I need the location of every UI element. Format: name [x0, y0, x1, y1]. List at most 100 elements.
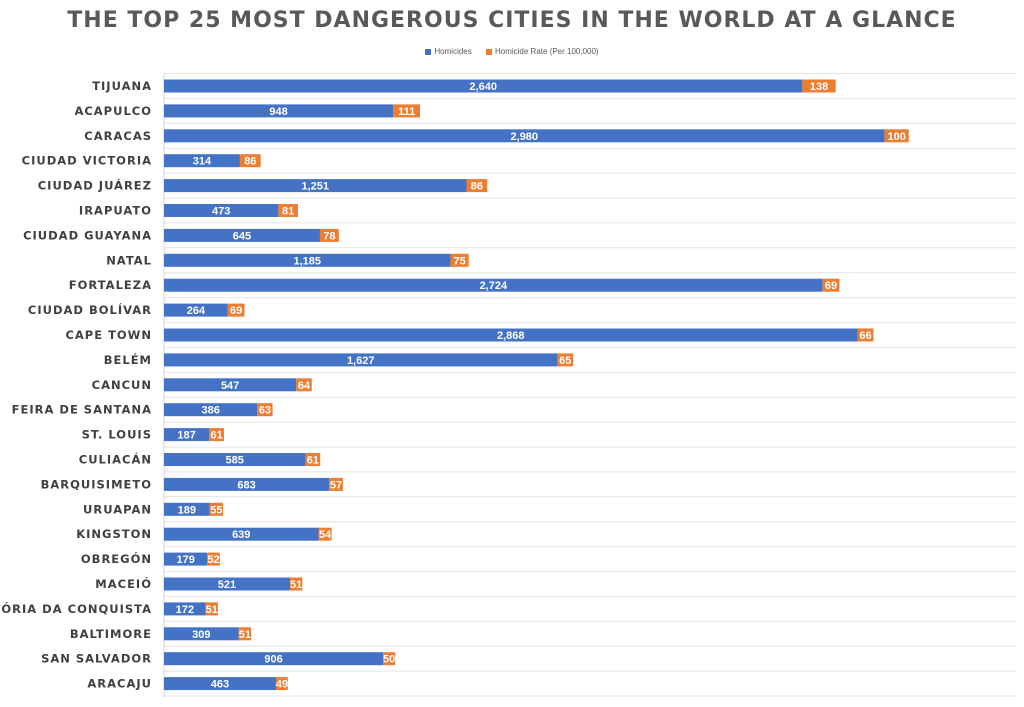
- legend-item-homicides: Homicides: [425, 47, 472, 56]
- data-label-homicide-rate: 69: [230, 305, 242, 317]
- bar-homicides: [164, 104, 394, 118]
- bar-homicide-rate: [209, 502, 223, 516]
- bar-homicides: [164, 179, 467, 193]
- data-label-homicides: 906: [264, 654, 282, 666]
- data-label-homicide-rate: 54: [319, 529, 332, 541]
- data-label-homicide-rate: 78: [323, 230, 335, 242]
- bar-homicides: [164, 577, 290, 591]
- category-label: SAN SALVADOR: [41, 652, 152, 666]
- category-label: BALTIMORE: [70, 627, 152, 641]
- bar-homicides: [164, 502, 210, 516]
- bar-homicides: [164, 228, 320, 242]
- bar-homicides: [164, 453, 306, 466]
- category-label: ACAPULCO: [74, 104, 152, 118]
- bar-homicides: [164, 328, 858, 342]
- data-label-homicides: 639: [232, 529, 250, 541]
- bar-homicide-rate: [466, 179, 488, 193]
- bar-homicides: [164, 652, 384, 666]
- data-label-homicides: 473: [212, 206, 230, 218]
- data-label-homicides: 189: [178, 504, 196, 516]
- category-label: ST. LOUIS: [82, 428, 152, 442]
- bar-homicide-rate: [257, 403, 273, 417]
- bar-homicide-rate: [296, 378, 312, 392]
- bar-homicides: [164, 428, 210, 442]
- bar-homicide-rate: [207, 552, 220, 566]
- bar-homicides: [164, 253, 451, 267]
- bar-homicides: [164, 353, 558, 367]
- category-label: IRAPUATO: [79, 204, 152, 218]
- bar-homicides: [164, 129, 885, 143]
- data-label-homicides: 1,185: [294, 255, 322, 267]
- data-label-homicide-rate: 81: [282, 206, 294, 218]
- category-label: URUAPAN: [83, 502, 152, 516]
- data-label-homicides: 683: [237, 479, 255, 491]
- category-label: CARACAS: [84, 129, 152, 143]
- data-label-homicides: 2,640: [469, 81, 497, 93]
- bar-homicide-rate: [238, 627, 252, 641]
- legend: Homicides Homicide Rate (Per 100,000): [0, 47, 1024, 57]
- data-label-homicide-rate: 52: [207, 554, 219, 566]
- data-label-homicide-rate: 61: [307, 455, 319, 467]
- bar-homicide-rate: [557, 353, 574, 367]
- data-label-homicide-rate: 51: [206, 604, 218, 616]
- bar-homicides: [164, 79, 803, 93]
- data-label-homicides: 1,627: [347, 355, 375, 367]
- data-label-homicide-rate: 57: [330, 479, 342, 491]
- data-label-homicide-rate: 66: [859, 330, 871, 342]
- legend-label-homicide-rate: Homicide Rate (Per 100,000): [494, 47, 599, 56]
- legend-swatch-homicide-rate: [485, 48, 492, 55]
- data-label-homicide-rate: 86: [471, 181, 483, 193]
- legend-item-homicide-rate: Homicide Rate (Per 100,000): [485, 47, 599, 56]
- bar-homicide-rate: [209, 428, 224, 442]
- bar-homicide-rate: [450, 253, 469, 267]
- legend-label-homicides: Homicides: [434, 47, 472, 56]
- bar-homicides: [164, 677, 276, 691]
- data-label-homicide-rate: 138: [810, 81, 828, 93]
- bar-homicide-rate: [884, 129, 909, 143]
- data-label-homicides: 172: [176, 604, 194, 616]
- bar-homicides: [164, 204, 279, 217]
- data-label-homicides: 645: [233, 230, 251, 242]
- category-label: CANCUN: [92, 378, 152, 392]
- bar-homicides: [164, 527, 319, 541]
- data-label-homicides: 2,724: [480, 280, 508, 292]
- data-label-homicide-rate: 75: [453, 255, 465, 267]
- data-label-homicides: 309: [192, 629, 210, 641]
- category-label: OBREGÓN: [81, 551, 152, 566]
- bar-homicide-rate: [239, 154, 261, 168]
- data-label-homicide-rate: 50: [383, 654, 395, 666]
- data-label-homicide-rate: 100: [887, 131, 905, 143]
- bar-homicides: [164, 154, 240, 168]
- bar-homicides: [164, 403, 258, 417]
- category-label: ARACAJU: [87, 677, 152, 691]
- category-label: FORTALEZA: [69, 278, 152, 292]
- legend-swatch-homicides: [425, 48, 432, 55]
- bar-homicides: [164, 477, 330, 491]
- data-label-homicide-rate: 55: [210, 504, 222, 516]
- category-label: KINGSTON: [76, 527, 152, 541]
- bar-homicide-rate: [857, 328, 874, 342]
- category-label: TIJUANA: [92, 79, 152, 93]
- bar-homicides: [164, 278, 823, 292]
- data-label-homicide-rate: 65: [559, 355, 571, 367]
- category-label: BELÉM: [104, 352, 152, 367]
- data-label-homicide-rate: 51: [290, 579, 302, 591]
- bar-homicides: [164, 552, 208, 566]
- data-label-homicides: 463: [211, 679, 229, 691]
- bar-homicide-rate: [393, 104, 421, 118]
- bar-homicide-rate: [383, 652, 396, 666]
- bar-homicide-rate: [278, 204, 298, 217]
- data-label-homicide-rate: 69: [825, 280, 837, 292]
- bar-homicides: [164, 627, 239, 641]
- category-label: CIUDAD GUAYANA: [23, 228, 152, 242]
- category-label: CAPE TOWN: [65, 328, 152, 342]
- data-label-homicides: 1,251: [301, 181, 329, 193]
- data-label-homicides: 948: [269, 106, 287, 118]
- bar-homicide-rate: [305, 453, 321, 466]
- data-label-homicides: 264: [187, 305, 206, 317]
- bar-homicide-rate: [318, 527, 332, 541]
- data-label-homicides: 521: [218, 579, 236, 591]
- bar-homicide-rate: [329, 477, 343, 491]
- category-label: FEIRA DE SANTANA: [12, 403, 152, 417]
